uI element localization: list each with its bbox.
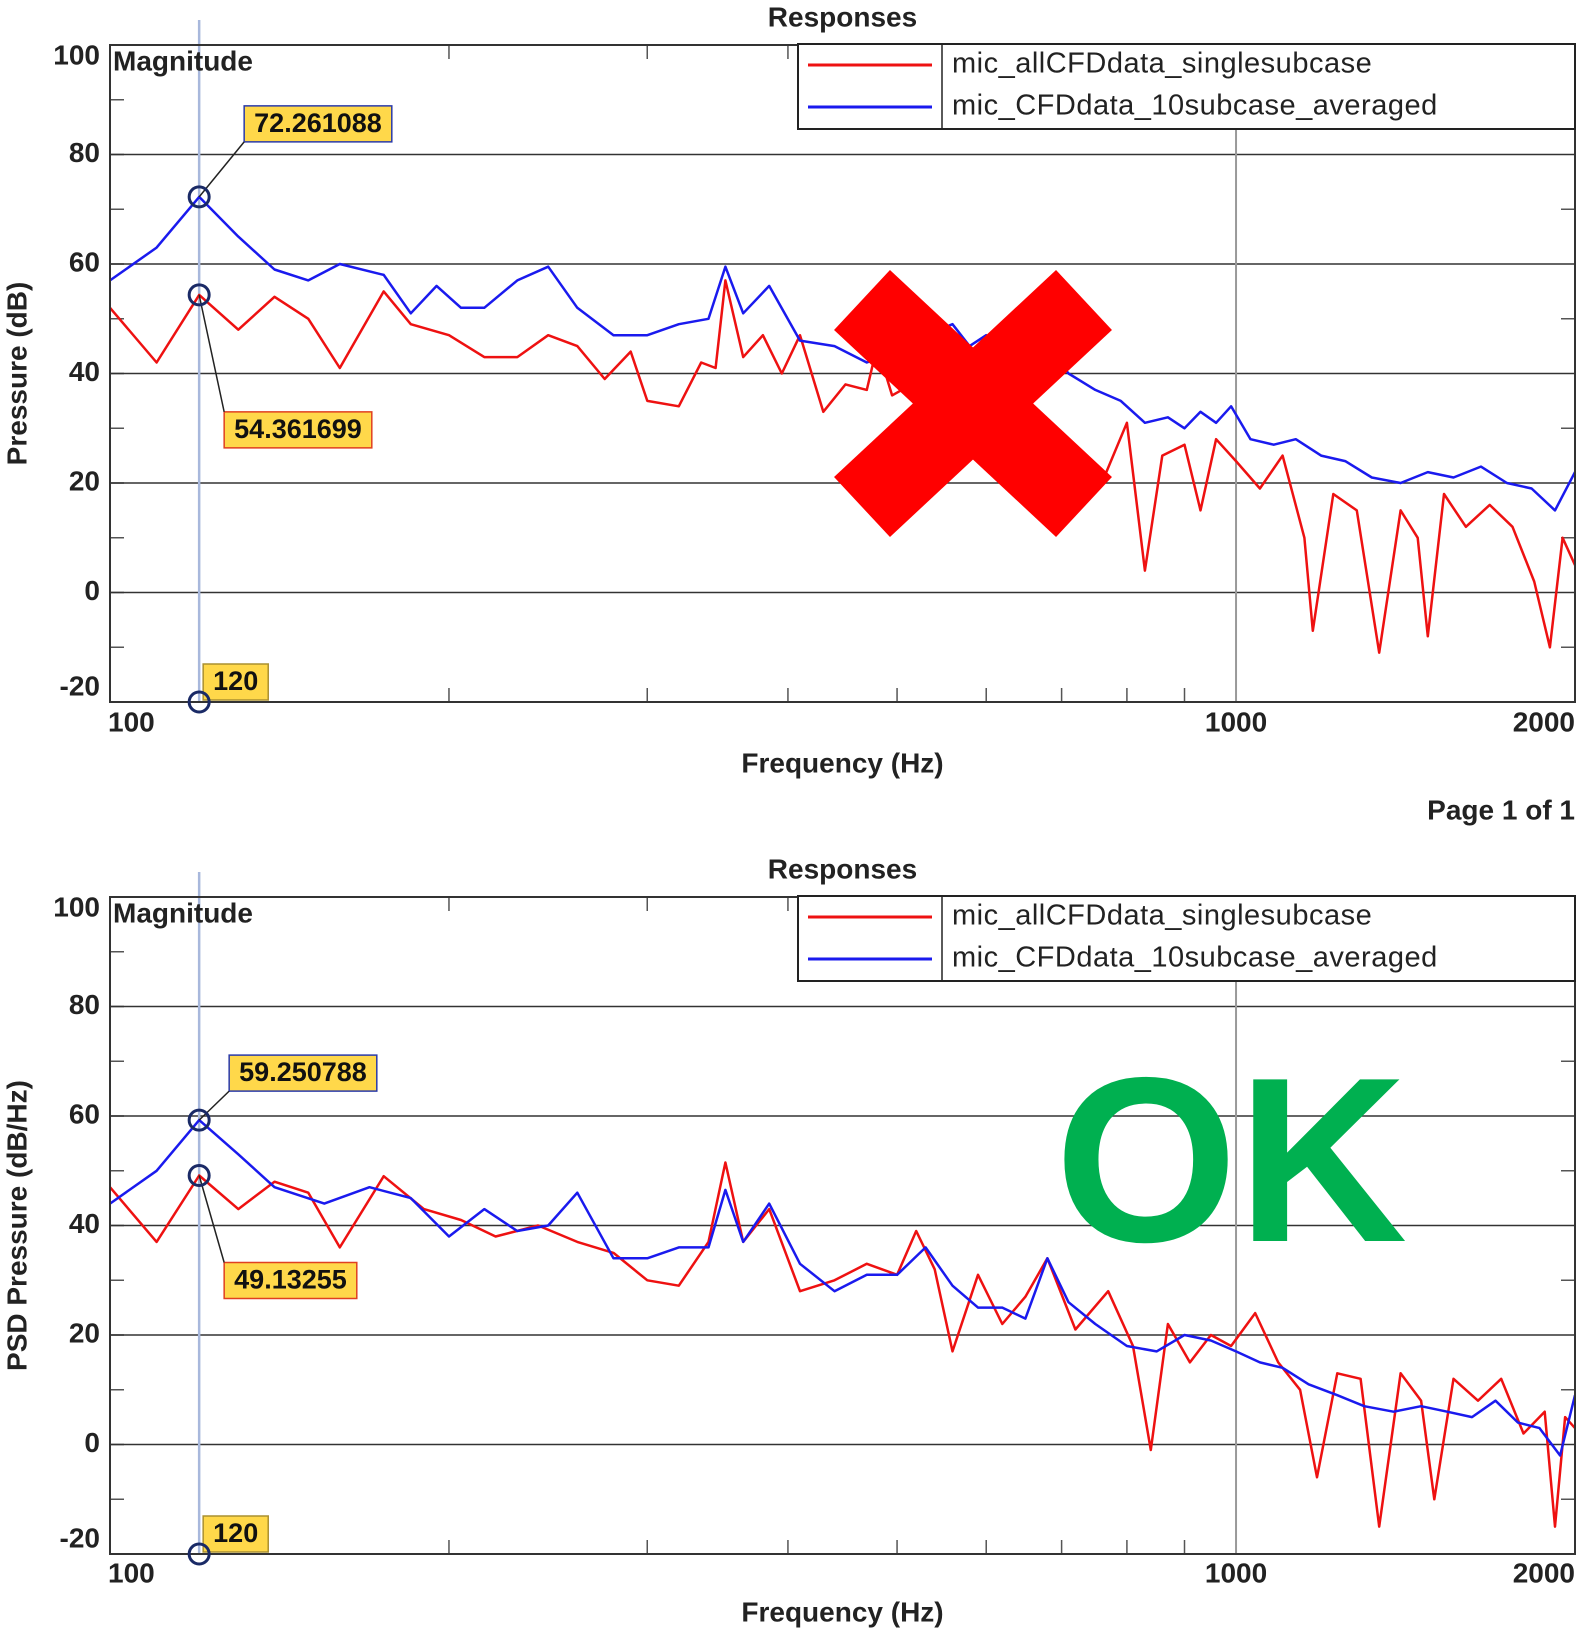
y-tick-label: 60 xyxy=(69,246,100,277)
y-tick-label: 80 xyxy=(69,989,100,1020)
chart-title: Responses xyxy=(768,1,917,32)
y-axis-label: PSD Pressure (dB/Hz) xyxy=(1,1080,32,1371)
chart: Responses Frequency (Hz) PSD Pressure (dB/… xyxy=(1,853,1576,1627)
annotation-box xyxy=(243,105,393,143)
annotation-box xyxy=(223,411,373,449)
y-axis-label: Pressure (dB) xyxy=(1,282,32,466)
annotation-label: 72.261088 xyxy=(254,108,382,138)
annotation-label: 120 xyxy=(213,666,258,696)
y-tick-label: 80 xyxy=(69,137,100,168)
annotation-marker xyxy=(187,1108,211,1132)
y-tick-label: 20 xyxy=(69,1317,100,1348)
legend-label: mic_CFDdata_10subcase_averaged xyxy=(952,942,1438,974)
y-tick-label: -20 xyxy=(60,1522,100,1553)
annotation-marker xyxy=(187,283,211,307)
series-line xyxy=(110,1161,1575,1528)
y-tick-label: 40 xyxy=(69,1208,100,1239)
annotation-marker xyxy=(187,690,211,714)
corner-text: Magnitude xyxy=(113,897,253,928)
annotation-box xyxy=(202,1515,269,1553)
legend-label: mic_allCFDdata_singlesubcase xyxy=(952,900,1372,932)
y-tick-label: 40 xyxy=(69,356,100,387)
y-tick-label: -20 xyxy=(60,670,100,701)
x-tick-label: 1000 xyxy=(1205,1557,1267,1588)
annotation-marker xyxy=(187,185,211,209)
annotation-leader xyxy=(198,1175,225,1263)
y-tick-label: 100 xyxy=(53,39,100,70)
x-tick-label: 2000 xyxy=(1513,1557,1575,1588)
corner-text: Magnitude xyxy=(113,45,253,76)
annotation-label: 49.13255 xyxy=(234,1265,347,1295)
overlay-text: OK xyxy=(1055,1028,1408,1291)
legend-label: mic_CFDdata_10subcase_averaged xyxy=(952,90,1438,122)
x-axis-label: Frequency (Hz) xyxy=(741,1596,943,1627)
y-tick-label: 20 xyxy=(69,465,100,496)
x-axis-label: Frequency (Hz) xyxy=(741,747,943,778)
annotation-label: 120 xyxy=(213,1518,258,1548)
y-tick-label: 60 xyxy=(69,1098,100,1129)
x-tick-label: 2000 xyxy=(1513,706,1575,737)
annotation-marker xyxy=(187,1163,211,1187)
annotation-box xyxy=(202,663,269,701)
annotation-leader xyxy=(198,141,245,198)
legend-label: mic_allCFDdata_singlesubcase xyxy=(952,48,1372,80)
legend-box xyxy=(797,895,1576,982)
chart: Responses Frequency (Hz) Pressure (dB) -20 0… xyxy=(1,1,1576,778)
fail-mark xyxy=(834,270,1112,537)
annotation-label: 54.361699 xyxy=(234,414,362,444)
y-tick-label: 0 xyxy=(84,575,100,606)
annotation-marker xyxy=(187,1542,211,1566)
fail-mark-stroke xyxy=(834,270,1112,537)
annotation-box xyxy=(228,1054,378,1092)
annotation-box xyxy=(223,1261,358,1300)
y-tick-label: 0 xyxy=(84,1427,100,1458)
x-tick-label: 100 xyxy=(108,1557,155,1588)
y-tick-label: 100 xyxy=(53,891,100,922)
x-tick-label: 1000 xyxy=(1205,706,1267,737)
page-counter: Page 1 of 1 xyxy=(1427,794,1575,825)
annotation-leader xyxy=(198,1090,230,1121)
chart-title: Responses xyxy=(768,853,917,884)
x-tick-label: 100 xyxy=(108,706,155,737)
annotation-label: 59.250788 xyxy=(239,1057,367,1087)
series-line xyxy=(110,1118,1575,1457)
annotation-leader xyxy=(198,294,225,413)
legend-box xyxy=(797,43,1576,130)
